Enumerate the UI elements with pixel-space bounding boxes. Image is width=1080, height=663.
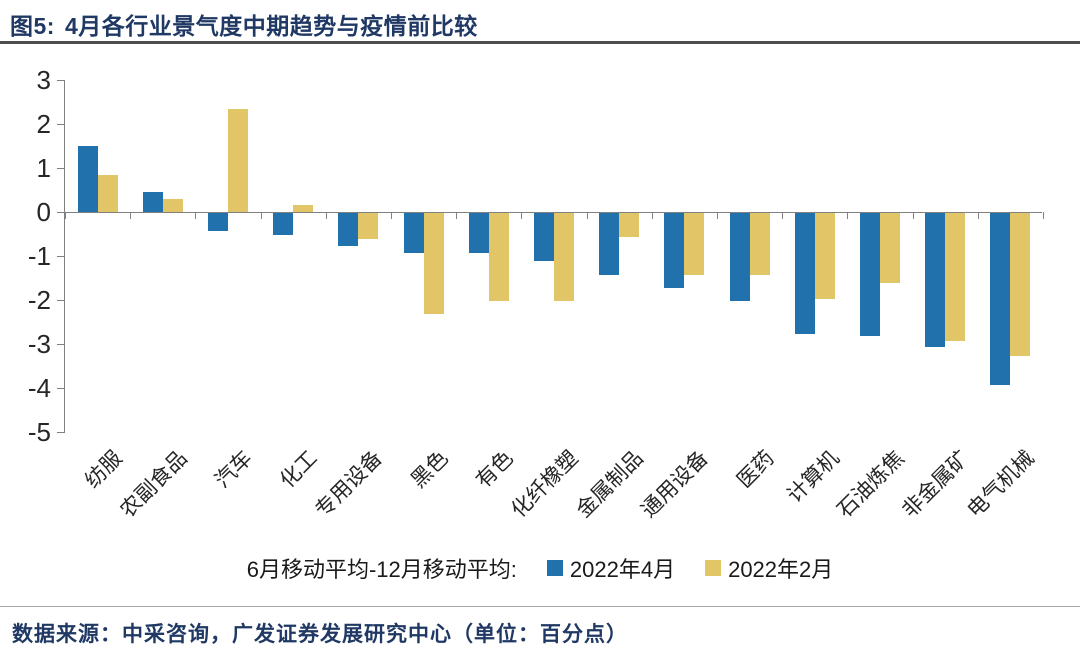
x-axis-tick [260, 212, 262, 219]
x-axis-category-label: 石油炼焦 [833, 446, 909, 523]
y-axis-tick [57, 168, 65, 169]
bar-april [468, 213, 489, 253]
bar-april [534, 213, 554, 262]
y-axis-label: 2 [36, 109, 51, 139]
y-axis-label: -4 [27, 373, 51, 403]
x-axis-tick [651, 212, 653, 219]
x-axis-category-label: 黑色 [406, 446, 453, 493]
y-axis-label: 1 [36, 153, 51, 183]
x-axis-tick [586, 212, 588, 219]
bar-february [228, 108, 248, 212]
x-axis-category-label: 专用设备 [311, 446, 388, 523]
bar-april [208, 213, 228, 231]
bar-april [925, 213, 946, 348]
x-axis-tick [195, 212, 197, 219]
bar-february [945, 213, 966, 341]
legend-entry-april: 2022年4月 [546, 552, 676, 584]
bar-february [358, 213, 379, 240]
legend-label-april: 2022年4月 [569, 557, 676, 582]
bar-february [880, 213, 900, 284]
legend-entry-february: 2022年2月 [705, 552, 833, 584]
y-axis-tick [57, 256, 65, 257]
bar-february [488, 213, 509, 301]
x-axis-tick [847, 212, 849, 219]
bar-february [97, 174, 118, 212]
y-axis-label: -1 [27, 241, 51, 271]
bar-april [77, 146, 98, 212]
x-axis-tick [65, 212, 66, 219]
title-divider [0, 41, 1080, 44]
chart-legend: 6月移动平均-12月移动平均: 2022年4月 2022年2月 [0, 552, 1080, 584]
x-axis-tick [782, 212, 784, 219]
bar-april [729, 213, 750, 301]
legend-swatch-blue-icon [546, 560, 563, 576]
data-source-note: 数据来源：中采咨询，广发证券发展研究中心（单位：百分点） [12, 623, 628, 646]
plot-area: 3 2 1 0 -1 -2 -3 -4 -5 纺服 农副食品 汽车 化工 专用设备 黑色 有色 化纤橡塑 金属制品… [28, 66, 1044, 522]
bar-february [1010, 213, 1031, 356]
bar-february [814, 213, 835, 299]
bar-april [142, 192, 163, 212]
x-axis-category-label: 农副食品 [115, 446, 192, 523]
bar-april [794, 213, 815, 334]
y-axis-label: 3 [36, 65, 51, 95]
x-axis-category-label: 医药 [732, 446, 779, 493]
x-axis-tick [521, 212, 523, 219]
bar-april [860, 213, 880, 337]
y-axis-tick [57, 212, 65, 213]
bar-april [599, 213, 620, 275]
x-axis-tick [325, 212, 327, 219]
figure-title-text: 4月各行业景气度中期趋势与疫情前比较 [64, 13, 478, 39]
bar-april [990, 213, 1011, 385]
bar-february [684, 213, 705, 275]
legend-label-february: 2022年2月 [728, 557, 834, 582]
x-axis-category-label: 通用设备 [637, 446, 714, 523]
y-axis-tick [57, 124, 65, 125]
legend-prefix: 6月移动平均-12月移动平均: [246, 557, 517, 582]
x-axis-category-label: 化工 [276, 446, 323, 493]
y-axis-tick [57, 300, 65, 301]
bar-april [338, 213, 359, 246]
y-axis-tick [57, 432, 65, 433]
bar-april [273, 213, 294, 235]
y-axis-tick [57, 80, 65, 81]
bar-february [749, 213, 770, 275]
bar-february [162, 198, 183, 212]
x-axis-tick [977, 212, 979, 219]
figure-number: 图5: [10, 13, 55, 39]
y-axis-tick [57, 344, 65, 345]
bar-february [293, 205, 314, 212]
x-axis-tick [717, 212, 718, 219]
x-axis-category-label: 纺服 [80, 446, 127, 493]
x-axis-tick [1043, 212, 1044, 219]
bar-february [423, 213, 444, 315]
y-axis-label: -5 [27, 417, 51, 447]
bar-february [619, 213, 640, 238]
bar-february [554, 213, 574, 301]
x-axis-category-label: 电气机械 [963, 446, 1040, 523]
y-axis-label: -3 [27, 329, 51, 359]
x-axis-tick [391, 212, 392, 219]
x-axis-category-label: 非金属矿 [898, 446, 975, 523]
y-axis-label: -2 [27, 285, 51, 315]
bar-april [664, 213, 685, 288]
x-axis-category-label: 汽车 [210, 446, 257, 493]
x-axis-tick [130, 212, 132, 219]
bar-april [403, 213, 424, 253]
y-axis-label: 0 [36, 197, 51, 227]
figure-header: 图5: 4月各行业景气度中期趋势与疫情前比较 [0, 0, 1080, 41]
x-axis-zero-line [65, 212, 1042, 213]
x-axis-category-label: 化纤橡塑 [507, 446, 583, 523]
legend-swatch-yellow-icon [705, 560, 722, 576]
x-axis-category-label: 金属制品 [572, 446, 649, 523]
x-axis-category-label: 有色 [471, 446, 518, 493]
x-axis-tick [912, 212, 914, 219]
y-axis-tick [57, 388, 65, 389]
chart-region: 3 2 1 0 -1 -2 -3 -4 -5 纺服 农副食品 汽车 化工 专用设备 黑色 有色 化纤橡塑 金属制品… [0, 44, 1080, 661]
footer-divider [0, 606, 1080, 607]
page-title: 图5: 4月各行业景气度中期趋势与疫情前比较 [10, 7, 1080, 41]
x-axis-tick [456, 212, 458, 219]
